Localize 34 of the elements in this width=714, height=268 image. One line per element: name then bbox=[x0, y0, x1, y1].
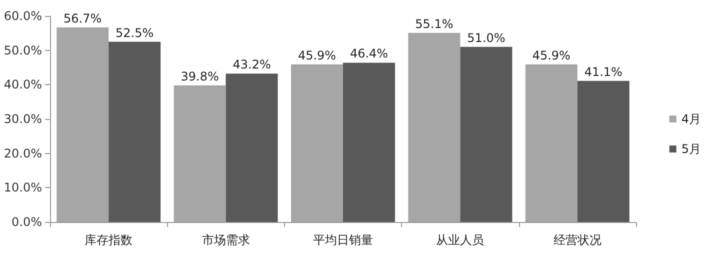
data-label: 55.1% bbox=[415, 16, 454, 31]
y-tick-label: 50.0% bbox=[4, 43, 42, 58]
data-label: 45.9% bbox=[532, 48, 570, 62]
y-tick-label: 60.0% bbox=[4, 9, 42, 23]
y-tick-label: 10.0% bbox=[4, 180, 42, 195]
data-label: 52.5% bbox=[116, 26, 154, 40]
data-label: 51.0% bbox=[467, 30, 506, 45]
y-tick-label: 30.0% bbox=[4, 112, 42, 126]
x-tick-label: 库存指数 bbox=[84, 233, 133, 247]
data-label: 45.9% bbox=[298, 48, 336, 62]
bar bbox=[291, 64, 343, 222]
data-label: 43.2% bbox=[232, 58, 271, 72]
data-label: 39.8% bbox=[180, 69, 219, 84]
x-tick-label: 从业人员 bbox=[436, 233, 484, 247]
bar bbox=[56, 27, 109, 222]
bar bbox=[108, 42, 161, 222]
x-tick-label: 经营状况 bbox=[553, 233, 602, 247]
data-label: 56.7% bbox=[64, 11, 102, 26]
bar bbox=[577, 80, 630, 222]
bar bbox=[460, 46, 512, 222]
y-tick-label: 20.0% bbox=[4, 146, 42, 160]
legend-label: 5月 bbox=[681, 142, 702, 156]
x-tick-label: 市场需求 bbox=[202, 233, 250, 247]
bar bbox=[226, 74, 278, 222]
bar bbox=[174, 85, 226, 222]
legend-label: 4月 bbox=[681, 112, 702, 126]
bar bbox=[343, 62, 395, 222]
x-tick-label: 平均日销量 bbox=[313, 233, 373, 247]
data-label: 46.4% bbox=[350, 46, 388, 61]
bar bbox=[408, 32, 460, 222]
bar bbox=[525, 64, 578, 222]
y-tick-label: 0.0% bbox=[12, 215, 42, 229]
data-label: 41.1% bbox=[584, 64, 622, 79]
y-tick-label: 40.0% bbox=[4, 78, 42, 92]
